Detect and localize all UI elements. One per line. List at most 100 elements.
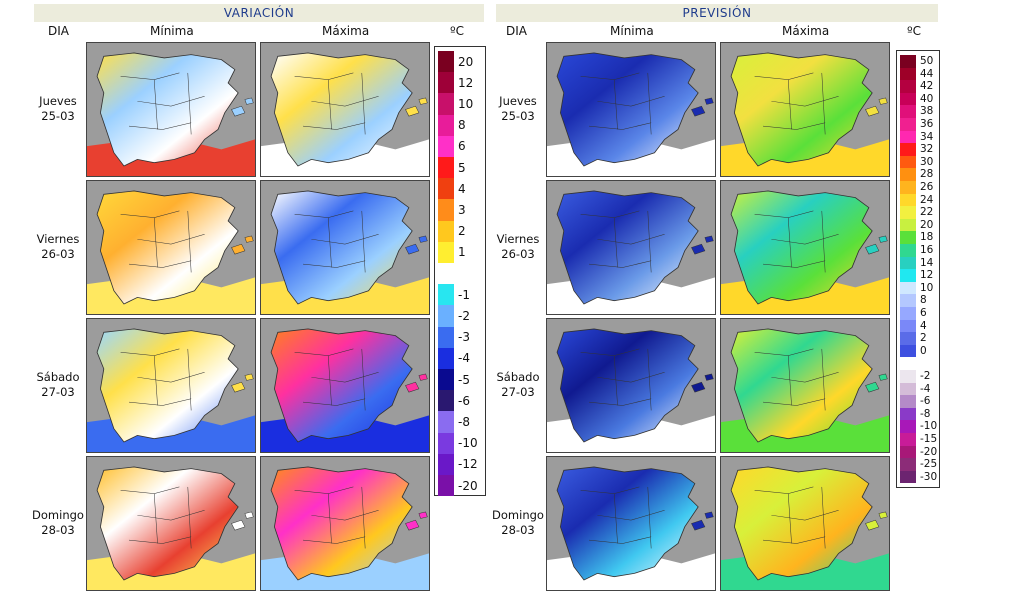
prevision-legend-item: -30 [900, 470, 937, 484]
legend-swatch [900, 105, 916, 118]
prev-min-map [546, 318, 716, 453]
day-name: Sábado [496, 370, 540, 384]
legend-label: 26 [920, 181, 934, 194]
prevision-legend-item: 22 [900, 206, 933, 219]
legend-swatch [438, 178, 454, 200]
prevision-legend-item: -8 [900, 407, 931, 421]
prevision-legend-item [900, 357, 920, 370]
legend-swatch [438, 51, 454, 73]
legend-label: 5 [458, 160, 466, 175]
legend-swatch [900, 357, 916, 370]
variacion-legend-item: 3 [438, 199, 466, 221]
prevision-legend-item: -20 [900, 445, 938, 459]
prevision-legend-item: 24 [900, 193, 933, 207]
legend-label: 4 [458, 181, 466, 196]
legend-swatch [438, 305, 454, 327]
prevision-legend-item: -10 [900, 420, 937, 433]
prevision-day-label: Viernes 26-03 [486, 232, 550, 262]
variacion-legend-item: 4 [438, 178, 466, 200]
legend-swatch [900, 231, 916, 244]
legend-label: 16 [920, 244, 934, 257]
variacion-day-label: Jueves 25-03 [26, 94, 90, 124]
prevision-legend-item: 16 [900, 244, 933, 257]
variacion-legend-item: -1 [438, 284, 470, 306]
legend-swatch [438, 284, 454, 306]
variacion-legend-item: -8 [438, 411, 470, 433]
var-max-map [260, 180, 430, 315]
day-name: Sábado [36, 370, 80, 384]
legend-label: -4 [458, 351, 470, 366]
legend-swatch [900, 433, 916, 446]
legend-label: -20 [920, 445, 938, 458]
legend-label: 12 [458, 75, 474, 90]
prev-max-map [720, 42, 890, 177]
variacion-legend-item: -20 [438, 475, 478, 497]
legend-label: -1 [458, 287, 470, 302]
legend-swatch [900, 143, 916, 156]
prevision-legend-item: 6 [900, 307, 927, 320]
legend-label: -5 [458, 372, 470, 387]
legend-label: 4 [920, 319, 927, 332]
legend-swatch [900, 269, 916, 282]
prevision-legend-item: 42 [900, 80, 933, 93]
variacion-legend-item: 1 [438, 241, 466, 263]
prevision-legend-item: 28 [900, 168, 933, 181]
legend-label: 14 [920, 256, 934, 269]
variacion-legend-item: 20 [438, 51, 474, 73]
var-max-map [260, 456, 430, 591]
legend-label: 6 [458, 139, 466, 154]
legend-label: 20 [458, 54, 474, 69]
variacion-day-label: Viernes 26-03 [26, 232, 90, 262]
legend-label: 40 [920, 92, 934, 105]
legend-swatch [900, 168, 916, 181]
legend-swatch [900, 445, 916, 459]
legend-label: 34 [920, 130, 934, 143]
legend-swatch [900, 55, 916, 68]
legend-label: -8 [458, 414, 470, 429]
legend-swatch [438, 114, 454, 136]
variacion-legend-item: 6 [438, 135, 466, 157]
legend-swatch [438, 411, 454, 433]
prevision-legend-item: 10 [900, 281, 933, 295]
day-name: Domingo [492, 508, 544, 522]
day-name: Jueves [499, 94, 537, 108]
legend-label: -6 [920, 395, 931, 408]
legend-label: -4 [920, 382, 931, 395]
variacion-legend-item: -2 [438, 305, 470, 327]
legend-label: 10 [458, 96, 474, 111]
prevision-title: PREVISIÓN [496, 4, 938, 22]
legend-label: -20 [458, 478, 478, 493]
legend-swatch [438, 72, 454, 94]
legend-swatch [900, 218, 916, 232]
prevision-col-max: Máxima [782, 24, 830, 38]
variacion-col-dia: DIA [48, 24, 69, 38]
legend-label: -25 [920, 458, 938, 471]
legend-label: 3 [458, 202, 466, 217]
legend-label: 20 [920, 218, 934, 231]
var-min-map [86, 42, 256, 177]
prevision-legend-item: -2 [900, 370, 930, 383]
day-date: 26-03 [41, 247, 75, 261]
variacion-legend-item: 8 [438, 114, 466, 136]
legend-swatch [438, 475, 454, 497]
day-name: Jueves [39, 94, 77, 108]
legend-label: 8 [920, 294, 927, 307]
legend-label: 44 [920, 67, 934, 80]
legend-swatch [900, 332, 916, 345]
prev-min-map [546, 42, 716, 177]
legend-label: 2 [920, 332, 927, 345]
legend-label: 2 [458, 224, 466, 239]
prevision-legend-item: 50 [900, 55, 933, 68]
prevision-day-label: Sábado 27-03 [486, 370, 550, 400]
legend-label: 1 [458, 245, 466, 260]
legend-swatch [438, 135, 454, 157]
prevision-legend-item: 26 [900, 181, 933, 194]
legend-swatch [438, 347, 454, 369]
legend-swatch [900, 80, 916, 93]
legend-label: 18 [920, 231, 934, 244]
legend-swatch [438, 241, 454, 263]
prev-max-map [720, 456, 890, 591]
legend-label: -8 [920, 407, 931, 420]
day-name: Viernes [496, 232, 540, 246]
legend-label: -12 [458, 457, 478, 472]
